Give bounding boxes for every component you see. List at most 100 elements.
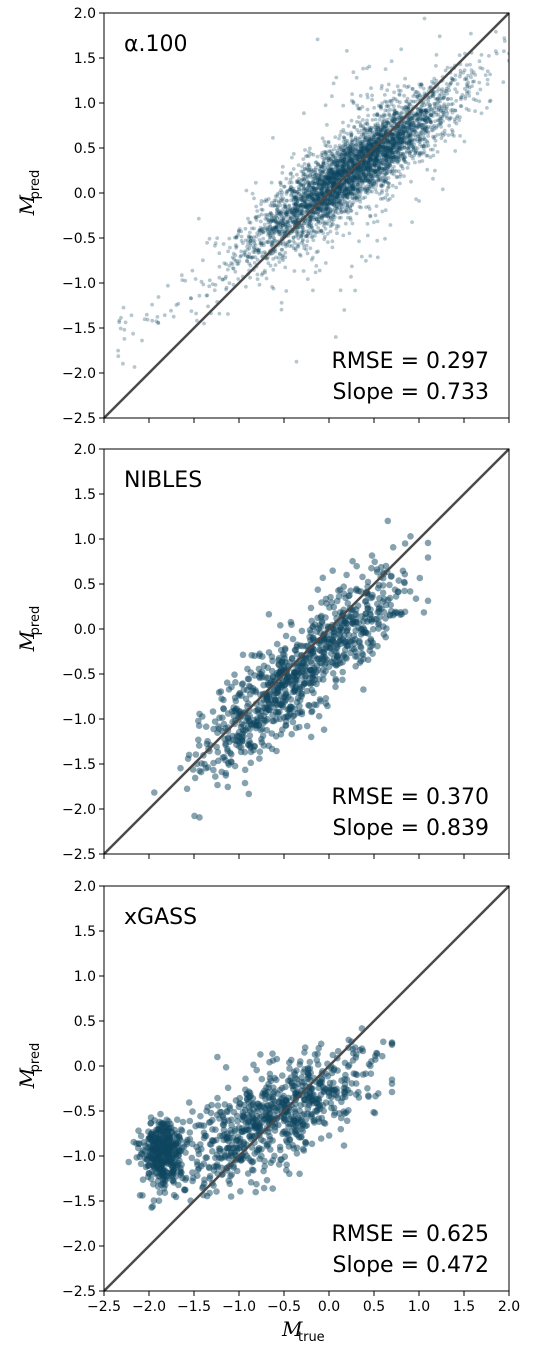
scatter-point (290, 206, 295, 211)
scatter-point (288, 224, 292, 228)
scatter-point (368, 164, 372, 169)
scatter-point (344, 163, 349, 168)
scatter-point (121, 361, 125, 366)
scatter-point (337, 175, 342, 180)
scatter-point (392, 148, 396, 153)
scatter-point (366, 144, 371, 149)
scatter-point (252, 235, 256, 240)
scatter-point (303, 203, 308, 208)
scatter-point (251, 244, 256, 249)
scatter-point (276, 211, 281, 216)
scatter-point (239, 238, 244, 243)
scatter-point (330, 183, 335, 187)
scatter-point (392, 155, 396, 160)
scatter-point (357, 137, 362, 142)
scatter-point (393, 117, 397, 122)
scatter-point (342, 166, 346, 171)
scatter-point (306, 202, 310, 207)
scatter-point (331, 154, 336, 159)
scatter-point (314, 207, 319, 212)
scatter-point (321, 161, 326, 166)
scatter-point (300, 178, 305, 182)
scatter-point (357, 150, 362, 155)
scatter-point (392, 120, 397, 125)
scatter-point (215, 236, 220, 241)
scatter-point (363, 136, 368, 140)
scatter-point (311, 197, 315, 201)
scatter-point (358, 123, 363, 127)
scatter-point (394, 141, 398, 146)
scatter-point (129, 313, 134, 318)
scatter-point (269, 227, 274, 232)
scatter-point (326, 240, 330, 245)
scatter-point (299, 194, 304, 199)
scatter-point (290, 155, 294, 160)
scatter-point (334, 206, 339, 211)
scatter-point (337, 171, 341, 176)
scatter-point (345, 195, 350, 200)
scatter-point (275, 204, 280, 208)
scatter-point (324, 184, 329, 189)
scatter-point (436, 96, 440, 101)
scatter-point (402, 157, 406, 161)
scatter-point (344, 209, 349, 214)
scatter-point (277, 232, 281, 237)
scatter-point (268, 263, 273, 268)
scatter-point (341, 170, 346, 175)
scatter-point (313, 179, 318, 184)
scatter-point (341, 155, 345, 160)
scatter-point (433, 168, 437, 173)
scatter-point (287, 180, 292, 185)
scatter-point (335, 170, 340, 175)
scatter-point (382, 125, 387, 130)
scatter-point (383, 195, 388, 200)
scatter-point (402, 93, 406, 98)
scatter-point (320, 188, 325, 193)
scatter-point (381, 141, 386, 145)
scatter-point (280, 164, 285, 169)
panel-nibles: −2.5−2.0−1.5−1.0−0.50.00.51.01.52.0 NIBL… (15, 442, 510, 863)
scatter-point (295, 180, 300, 185)
scatter-point (275, 207, 280, 212)
scatter-point (298, 182, 303, 187)
scatter-point (386, 198, 390, 203)
scatter-point (322, 203, 326, 208)
scatter-point (351, 185, 356, 190)
scatter-point (373, 163, 377, 168)
scatter-point (296, 218, 300, 222)
scatter-point (348, 145, 353, 150)
scatter-point (350, 148, 355, 153)
scatter-point (389, 119, 394, 124)
scatter-point (352, 125, 356, 129)
scatter-point (379, 126, 384, 130)
scatter-point (369, 177, 374, 182)
scatter-point (419, 104, 423, 109)
scatter-point (358, 193, 362, 198)
scatter-point (361, 178, 366, 183)
scatter-point (301, 195, 306, 200)
scatter-point (369, 143, 373, 148)
scatter-point (425, 139, 429, 144)
scatter-point (334, 169, 338, 174)
scatter-point (354, 195, 359, 200)
scatter-point (327, 201, 332, 205)
scatter-point (374, 169, 379, 173)
scatter-point (345, 153, 350, 158)
scatter-point (205, 293, 210, 298)
scatter-point (379, 106, 383, 111)
scatter-point (333, 163, 338, 168)
scatter-point (297, 225, 302, 230)
scatter-point (306, 232, 310, 237)
scatter-point (368, 166, 373, 171)
scatter-point (222, 261, 227, 265)
scatter-point (355, 174, 360, 179)
scatter-point (382, 140, 386, 145)
scatter-point (358, 168, 363, 173)
scatter-point (350, 150, 355, 154)
scatter-point (322, 163, 326, 168)
scatter-point (414, 124, 418, 128)
scatter-point (278, 251, 282, 256)
scatter-point (271, 267, 276, 272)
scatter-point (336, 196, 341, 201)
scatter-point (383, 167, 388, 171)
